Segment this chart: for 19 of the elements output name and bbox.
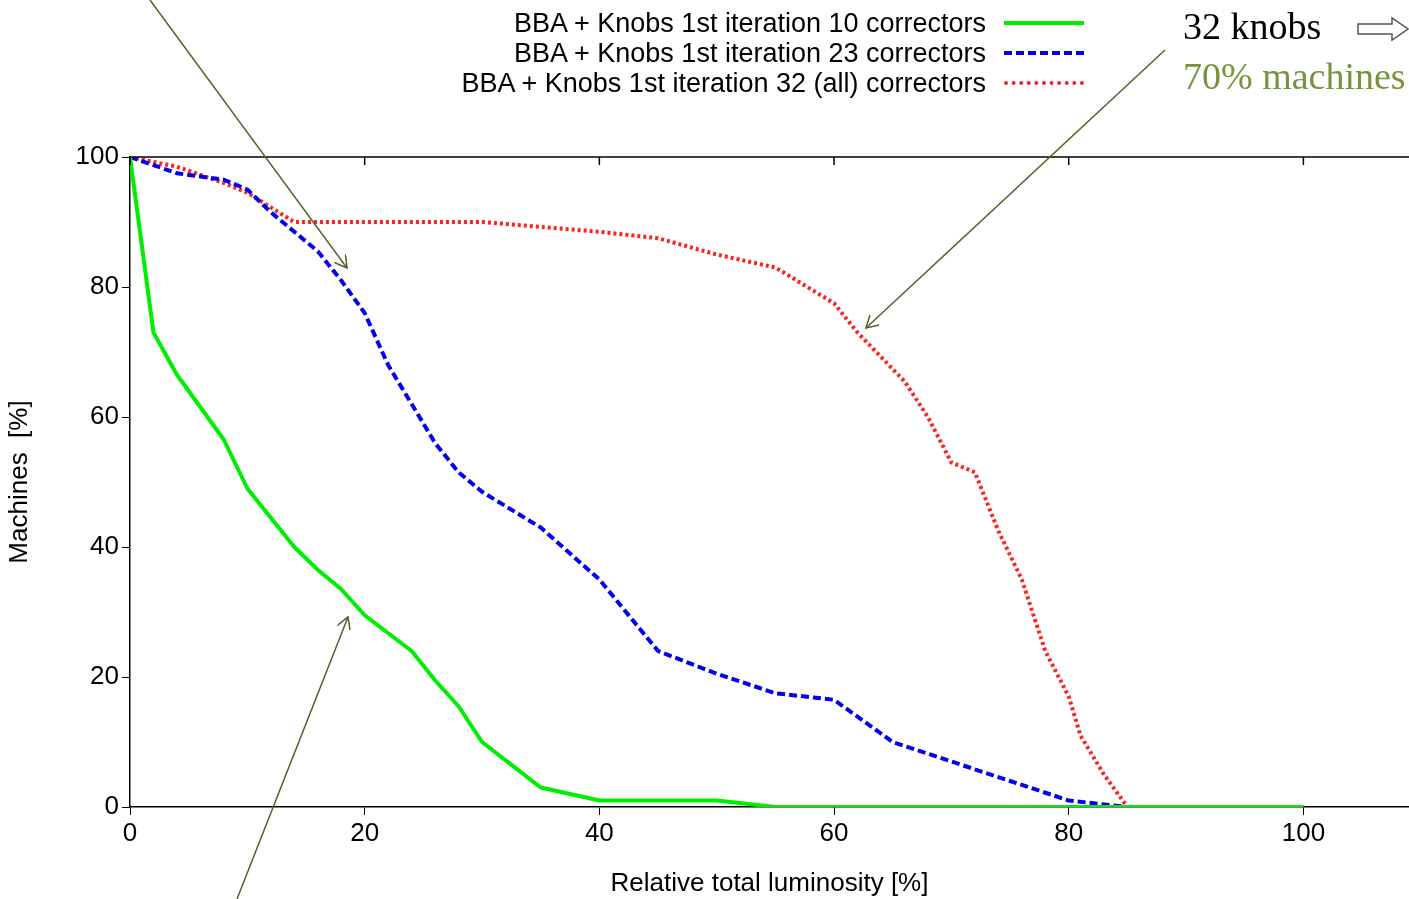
y-tick-label: 60 bbox=[90, 400, 119, 431]
x-tick-label: 0 bbox=[122, 816, 138, 847]
y-tick-label: 80 bbox=[90, 270, 119, 301]
x-tick-label: 100 bbox=[1281, 816, 1326, 847]
text: 70% machines bbox=[1183, 54, 1406, 98]
y-axis-title: Machines [%] bbox=[2, 400, 33, 564]
x-tick-label: 80 bbox=[1054, 816, 1084, 847]
y-tick-label: 20 bbox=[90, 660, 119, 691]
legend-label: BBA + Knobs 1st iteration 23 correctors bbox=[514, 37, 986, 69]
x-tick-label: 40 bbox=[584, 816, 614, 847]
y-tick-label: 40 bbox=[90, 530, 119, 561]
x-tick-label: 60 bbox=[819, 816, 849, 847]
text: 32 knobs bbox=[1183, 4, 1322, 48]
x-tick-label: 20 bbox=[350, 816, 380, 847]
legend-label: BBA + Knobs 1st iteration 32 (all) correctors bbox=[461, 67, 986, 99]
y-tick-label: 100 bbox=[75, 140, 119, 171]
legend-label: BBA + Knobs 1st iteration 10 correctors bbox=[514, 7, 986, 39]
y-tick-label: 0 bbox=[104, 790, 119, 821]
x-axis-title: Relative total luminosity [%] bbox=[610, 866, 929, 897]
